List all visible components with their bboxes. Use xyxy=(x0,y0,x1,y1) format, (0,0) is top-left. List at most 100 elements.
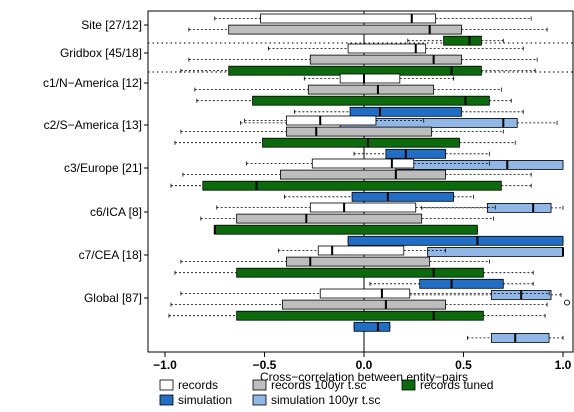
category-labels: Site [27/12] Gridbox [45/18] c1/N−America … xyxy=(43,18,148,305)
legend-label: simulation 100yr t.sc xyxy=(271,393,380,407)
category-label: c2/S−America [13] xyxy=(44,118,142,132)
x-axis-ticks: −1.0 −0.5 0.0 0.5 1.0 xyxy=(153,352,572,372)
box-body xyxy=(285,126,433,137)
box-body xyxy=(419,278,504,289)
legend-item: simulation 100yr t.sc xyxy=(252,393,380,407)
plot-area-frame xyxy=(147,10,574,353)
legend-swatch xyxy=(401,379,416,391)
box-body xyxy=(309,202,417,213)
box-records-tuned xyxy=(168,310,546,321)
box-body xyxy=(317,245,405,256)
box-records-100yr-t-sc xyxy=(188,24,548,35)
box-body xyxy=(260,13,437,24)
x-axis-title: Cross−correlation between entity−pairs xyxy=(260,370,468,384)
legend-item: records tuned xyxy=(401,378,493,392)
box-records-100yr-t-sc xyxy=(188,54,538,65)
box-records-tuned xyxy=(174,137,516,148)
category-label: Gridbox [45/18] xyxy=(60,46,142,60)
x-tick-label: 1.0 xyxy=(555,358,572,372)
box-body xyxy=(280,169,446,180)
legend: records records 100yr t.sc records tuned si… xyxy=(159,378,493,407)
legend-swatch xyxy=(159,379,174,391)
box-body xyxy=(282,299,446,310)
x-tick-label: 0.0 xyxy=(356,358,373,372)
box-body xyxy=(347,235,564,246)
box-records-100yr-t-sc xyxy=(170,299,570,310)
box-group xyxy=(174,245,562,300)
box-body xyxy=(285,256,431,267)
box-body xyxy=(228,24,462,35)
box-records-100yr-t-sc xyxy=(180,256,490,267)
box-body xyxy=(486,202,552,213)
box-group xyxy=(180,43,538,76)
box-records xyxy=(268,43,524,54)
legend-item: records 100yr t.sc xyxy=(252,378,366,392)
box-body xyxy=(319,288,411,299)
legend-label: records 100yr t.sc xyxy=(271,378,366,392)
box-body xyxy=(202,180,502,191)
box-body xyxy=(214,224,478,235)
box-records xyxy=(244,115,425,126)
box-simulation xyxy=(353,321,391,332)
box-simulation-100yr-t-sc xyxy=(405,289,562,300)
box-records-100yr-t-sc xyxy=(194,84,502,95)
box-records-100yr-t-sc xyxy=(180,126,504,137)
box-body xyxy=(339,73,401,84)
box-layer xyxy=(168,13,570,343)
box-records xyxy=(214,13,532,24)
legend-swatch xyxy=(252,379,267,391)
box-records-tuned xyxy=(196,95,512,106)
legend-label: records tuned xyxy=(420,378,493,392)
box-records xyxy=(180,288,550,299)
box-records-100yr-t-sc xyxy=(182,169,532,180)
box-body xyxy=(353,321,391,332)
box-records-tuned xyxy=(174,267,534,278)
box-records-tuned xyxy=(170,180,532,191)
box-group xyxy=(168,288,570,343)
box-records-tuned xyxy=(213,224,478,235)
legend-label: records xyxy=(178,378,218,392)
box-body xyxy=(347,43,427,54)
category-label: Site [27/12] xyxy=(81,18,142,32)
box-simulation-100yr-t-sc xyxy=(467,332,564,343)
box-body xyxy=(443,35,482,46)
box-group xyxy=(170,158,564,213)
box-group xyxy=(188,13,548,46)
category-label: c3/Europe [21] xyxy=(64,161,142,175)
category-label: c1/N−America [12] xyxy=(43,76,142,90)
box-body xyxy=(427,246,564,257)
box-body xyxy=(490,332,550,343)
legend-swatch xyxy=(252,394,267,406)
box-body xyxy=(395,159,564,170)
box-simulation xyxy=(293,106,524,117)
box-body xyxy=(236,213,423,224)
box-body xyxy=(309,54,462,65)
box-records xyxy=(303,73,454,84)
box-simulation xyxy=(353,148,490,159)
box-simulation-100yr-t-sc xyxy=(421,202,564,213)
box-records-100yr-t-sc xyxy=(200,213,494,224)
box-group xyxy=(200,202,564,257)
legend-item: records xyxy=(159,378,218,392)
legend-swatch xyxy=(159,394,174,406)
box-simulation xyxy=(283,191,474,202)
legend-item: simulation xyxy=(159,393,232,407)
box-body xyxy=(236,267,484,278)
box-body xyxy=(351,191,454,202)
box-records xyxy=(278,245,446,256)
box-body xyxy=(307,84,435,95)
box-simulation xyxy=(369,278,534,289)
x-tick-label: 0.5 xyxy=(455,358,472,372)
box-body xyxy=(349,106,462,117)
box-simulation xyxy=(347,235,564,246)
box-records-tuned xyxy=(407,35,504,46)
box-body xyxy=(236,310,484,321)
x-tick-label: −1.0 xyxy=(153,358,177,372)
category-label: c7/CEA [18] xyxy=(79,248,142,262)
x-tick-label: −0.5 xyxy=(253,358,277,372)
legend-label: simulation xyxy=(178,393,232,407)
box-body xyxy=(262,137,460,148)
category-label: c6/ICA [8] xyxy=(90,205,142,219)
box-body xyxy=(385,148,446,159)
